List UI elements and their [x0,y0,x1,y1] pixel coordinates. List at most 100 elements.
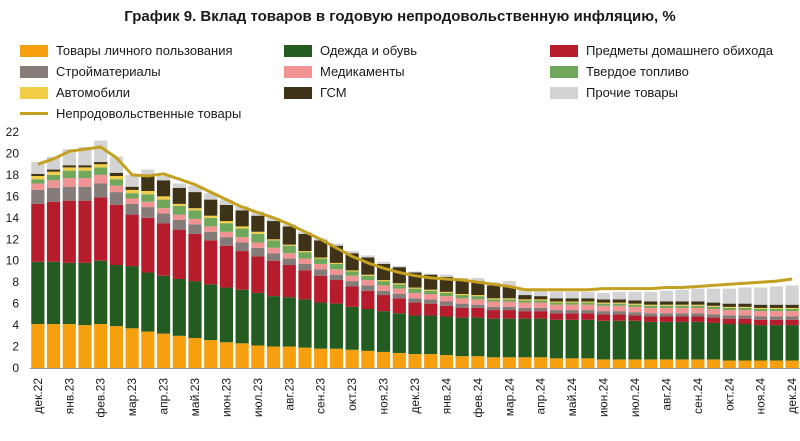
bar-segment-5-32 [534,300,548,303]
bar-segment-7-36 [596,299,611,303]
bar-segment-7-32 [534,296,548,300]
bar-segment-5-30 [502,299,516,302]
bar-segment-0-14 [251,345,265,368]
bar-segment-2-43 [706,317,721,323]
bar-segment-0-6 [125,328,139,368]
bar-segment-5-3 [78,170,92,179]
bar-segment-4-4 [94,174,108,184]
bar-segment-8-48 [785,285,799,305]
x-tick-label: май.23 [188,378,202,417]
bar-segment-4-9 [172,214,186,220]
bar-segment-0-36 [596,359,611,368]
bar-segment-5-13 [235,228,249,238]
bar-segment-4-14 [251,242,265,248]
bar-segment-7-28 [471,281,485,296]
bar-segment-4-5 [109,185,124,193]
bar-segment-4-10 [188,218,202,225]
legend-swatch [20,86,48,99]
bar-segment-5-5 [109,179,124,186]
bar-segment-5-2 [62,170,76,179]
bar-segment-1-6 [125,266,139,329]
bar-segment-6-29 [486,298,501,300]
bar-segment-6-8 [156,196,171,200]
bar-segment-4-43 [706,309,721,315]
bar-segment-2-16 [282,265,296,298]
legend-label: Товары личного пользования [56,43,233,58]
bar-segment-4-17 [298,258,312,264]
legend-item-nonfood-line: Непродовольственные товары [20,106,241,121]
bar-segment-0-26 [439,355,454,368]
bar-segment-5-29 [486,299,501,302]
bar-segment-0-25 [424,354,438,368]
bar-segment-4-20 [345,275,359,282]
bar-segment-7-42 [691,301,705,305]
x-tick-label: апр.23 [157,378,171,415]
bar-segment-4-15 [266,247,281,254]
legend-label: ГСМ [320,85,347,100]
bar-segment-7-23 [392,267,406,284]
bar-segment-3-6 [125,203,139,215]
x-tick-label: янв.23 [62,378,76,415]
x-axis: дек.22 янв.23 фев.23 мар.23 апр.23 май.23 июн.… [31,378,799,418]
bar-segment-6-42 [691,304,705,306]
bar-segment-5-7 [141,194,155,202]
bar-segment-2-5 [109,204,124,266]
bar-segment-6-20 [345,270,359,272]
bar-segment-0-18 [314,348,328,368]
bar-segment-3-12 [219,237,234,246]
legend-swatch [284,65,312,78]
bar-segment-7-2 [62,165,76,168]
bar-segment-5-33 [549,302,564,305]
bar-segment-6-5 [109,175,124,180]
bar-segment-8-15 [266,217,281,222]
bar-segment-5-39 [644,305,658,308]
bar-segment-2-13 [235,251,249,290]
bar-segment-2-40 [659,316,674,322]
bar-segment-1-3 [78,262,92,326]
x-tick-label: дек.22 [31,378,45,414]
bar-segment-2-18 [314,275,328,303]
bar-segment-4-18 [314,263,328,270]
bar-segment-5-0 [31,179,45,184]
bar-segment-1-11 [204,284,218,341]
bar-segment-3-3 [78,186,92,201]
x-tick-label: дек.23 [408,378,422,414]
bar-segment-6-7 [141,191,155,195]
bar-segment-8-10 [188,185,202,193]
bar-stacks [31,140,799,368]
bar-segment-0-13 [235,343,249,368]
bar-segment-3-30 [502,306,516,311]
bar-segment-7-10 [188,192,202,209]
bar-segment-6-1 [46,171,61,175]
bar-segment-6-19 [329,262,344,264]
bar-segment-6-26 [439,291,454,293]
legend-label: Одежда и обувь [320,43,418,58]
bar-segment-8-22 [376,261,391,264]
bar-segment-7-44 [722,303,736,307]
bar-segment-2-25 [424,303,438,316]
legend-swatch [284,44,312,57]
bar-segment-7-31 [518,295,532,300]
bar-segment-8-34 [565,291,579,299]
bar-segment-1-19 [329,303,344,349]
bar-segment-6-38 [628,303,642,305]
bar-segment-8-32 [534,289,548,297]
bar-segment-3-28 [471,304,485,308]
bar-segment-2-2 [62,200,76,263]
bar-segment-8-26 [439,274,454,277]
bar-segment-6-30 [502,298,516,300]
bar-segment-5-43 [706,306,721,309]
bar-segment-1-38 [628,320,642,360]
bar-segment-6-39 [644,304,658,306]
bar-segment-0-22 [376,351,391,368]
bar-segment-2-32 [534,311,548,319]
bar-segment-8-45 [738,287,752,304]
bar-segment-0-23 [392,352,406,368]
bar-segment-2-38 [628,315,642,321]
legend-label: Предметы домашнего обихода [586,43,773,58]
bar-segment-0-28 [471,356,485,368]
bar-segment-4-35 [581,304,595,311]
bar-segment-1-42 [691,321,705,360]
bar-segment-0-31 [518,357,532,368]
legend-item-construction: Стройматериалы [20,64,161,79]
